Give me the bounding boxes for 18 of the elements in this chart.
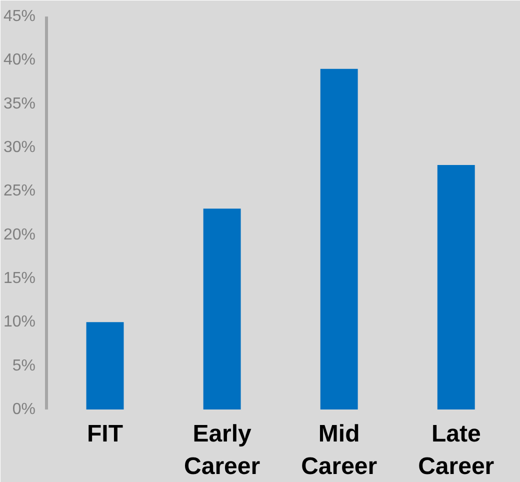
y-tick-label: 0% xyxy=(12,401,36,418)
y-tick-label: 5% xyxy=(12,357,36,374)
bar xyxy=(86,322,124,410)
bar xyxy=(437,164,475,410)
y-tick-label: 45% xyxy=(3,8,36,25)
y-tick-label: 20% xyxy=(3,226,36,244)
x-tick-label: Early Career xyxy=(184,420,260,480)
y-tick-label: 40% xyxy=(3,52,36,69)
x-tick-label: FIT xyxy=(87,420,124,448)
y-tick-label: 15% xyxy=(3,270,36,287)
bar xyxy=(320,68,358,410)
y-tick-label: 30% xyxy=(3,139,36,156)
y-tick-label: 35% xyxy=(3,95,36,112)
y-tick-label: 10% xyxy=(3,314,36,331)
y-tick-label: 25% xyxy=(3,182,36,200)
x-tick-label: Mid Career xyxy=(301,420,378,480)
bar xyxy=(203,208,241,410)
x-tick-label: Late Career xyxy=(418,420,494,480)
